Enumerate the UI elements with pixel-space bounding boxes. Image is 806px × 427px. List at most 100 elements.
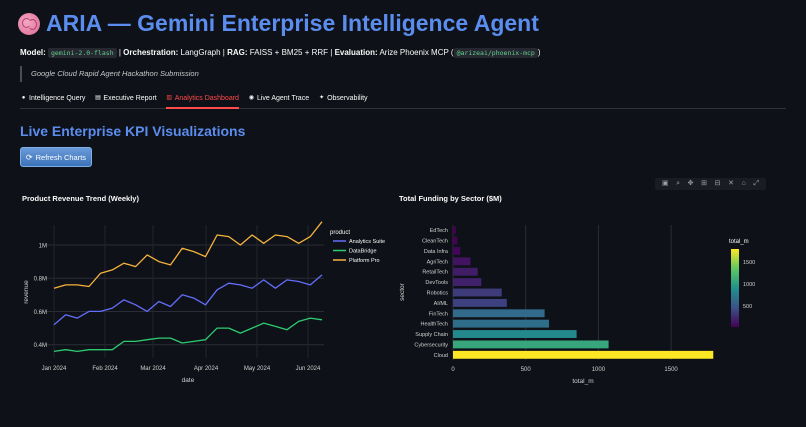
brain-icon — [18, 12, 40, 35]
series-line-platform-pro — [53, 221, 323, 289]
refresh-charts-button[interactable]: ⟳ Refresh Charts — [20, 147, 92, 167]
x-tick-label: Mar 2024 — [140, 366, 166, 372]
x-axis-title: total_m — [572, 378, 593, 385]
model-value: gemini-2.0-flash — [48, 48, 117, 58]
y-tick-label: 0.6M — [34, 310, 47, 316]
bar-chart-title: Total Funding by Sector ($M) — [399, 194, 502, 203]
chart-modebar: ▣ ⌕ ✥ ⊞ ⊟ ✕ ⌂ ⤢ — [655, 178, 766, 190]
refresh-button-label: Refresh Charts — [35, 152, 87, 162]
bar-data-infra — [453, 247, 461, 255]
bar-ai-ml — [453, 298, 507, 307]
series-line-analytics-suite — [53, 274, 323, 326]
model-info: Model: gemini-2.0-flash | Orchestration:… — [20, 48, 541, 58]
series-line-databridge — [53, 317, 323, 353]
category-label: Cloud — [434, 353, 448, 359]
document-icon: ▤ — [95, 95, 101, 101]
tab-label: Executive Report — [103, 95, 157, 102]
subtitle-quote: Google Cloud Rapid Agent Hackathon Submi… — [20, 66, 199, 82]
x-tick-label: Feb 2024 — [92, 366, 118, 372]
y-tick-label: 0.8M — [34, 277, 47, 283]
bar-edtech — [453, 226, 456, 235]
x-tick-label: Jun 2024 — [296, 366, 321, 372]
colorbar-tick-label: 500 — [743, 304, 752, 310]
category-label: Data Infra — [424, 249, 449, 255]
category-label: CleanTech — [422, 239, 448, 245]
legend-title: product — [330, 230, 350, 236]
x-tick-label: May 2024 — [244, 366, 271, 372]
y-axis-title: revenue — [23, 280, 30, 304]
rag-label: RAG: — [227, 48, 248, 57]
bar-cloud — [453, 350, 714, 359]
category-label: RetailTech — [422, 270, 448, 276]
tab-intelligence-query[interactable]: ● Intelligence Query — [20, 92, 86, 109]
y-tick-label: 0.4M — [34, 343, 47, 349]
category-label: HealthTech — [420, 322, 448, 328]
category-label: Supply Chain — [415, 332, 448, 338]
funding-bar-chart: Total Funding by Sector ($M) 0 500 1000 1500… — [399, 194, 755, 385]
tab-observability[interactable]: ✦ Observability — [318, 92, 367, 109]
bar-devtools — [453, 278, 482, 287]
orchestration-value: LangGraph — [180, 48, 221, 57]
tab-label: Intelligence Query — [29, 95, 86, 102]
category-label: AgriTech — [427, 259, 448, 265]
satellite-icon: ✦ — [319, 95, 325, 101]
robot-icon: ◉ — [248, 95, 255, 101]
colorbar — [731, 249, 739, 327]
evaluation-label: Evaluation: — [334, 48, 378, 57]
x-tick-label: Jan 2024 — [42, 366, 67, 372]
tab-live-agent-trace[interactable]: ◉ Live Agent Trace — [248, 92, 309, 109]
revenue-line-chart: Product Revenue Trend (Weekly) 0.4M 0.6M 0.… — [22, 194, 385, 384]
bar-healthtech — [453, 319, 549, 328]
legend-entry: Platform Pro — [349, 258, 380, 264]
bar-fintech — [453, 309, 545, 318]
bar-retailtech — [453, 267, 478, 276]
y-axis-title: sector — [399, 282, 406, 301]
legend-entry: DataBridge — [349, 249, 377, 255]
evaluation-close: ) — [537, 48, 541, 57]
refresh-icon: ⟳ — [25, 152, 33, 162]
x-tick-label: 1500 — [664, 367, 678, 373]
category-label: Cybersecurity — [414, 342, 448, 348]
category-label: DevTools — [425, 280, 448, 286]
zoom-icon[interactable]: ⌕ — [676, 180, 680, 187]
colorbar-tick-label: 1500 — [743, 260, 755, 266]
x-axis-title: date — [182, 377, 195, 384]
bar-cleantech — [453, 236, 458, 245]
chart-icon: ▥ — [166, 95, 173, 101]
model-label: Model: — [20, 48, 46, 57]
tab-bar: ● Intelligence Query ▤ Executive Report ▥ A… — [20, 92, 786, 109]
line-chart-title: Product Revenue Trend (Weekly) — [22, 194, 139, 203]
tab-label: Observability — [327, 95, 368, 102]
evaluation-value: Arize Phoenix MCP ( — [379, 48, 454, 57]
orchestration-label: Orchestration: — [123, 48, 179, 57]
x-tick-label: 500 — [521, 367, 532, 373]
bar-agritech — [453, 257, 471, 266]
rag-value: FAISS + BM25 + RRF — [249, 48, 329, 57]
bar-robotics — [453, 288, 502, 297]
pan-icon[interactable]: ✥ — [687, 180, 694, 187]
y-tick-label: 1M — [39, 243, 47, 249]
home-icon[interactable]: ⌂ — [741, 180, 746, 187]
tab-executive-report[interactable]: ▤ Executive Report — [94, 92, 157, 109]
autoscale-icon[interactable]: ✕ — [728, 180, 734, 187]
camera-icon[interactable]: ▣ — [661, 180, 669, 187]
category-label: AI/ML — [434, 301, 448, 307]
app-title-text: ARIA — Gemini Enterprise Intelligence Ag… — [46, 10, 539, 36]
zoom-out-icon[interactable]: ⊟ — [714, 180, 721, 187]
legend-entry: Analytics Suite — [349, 239, 385, 245]
app-title: ARIA — Gemini Enterprise Intelligence Ag… — [18, 10, 539, 37]
category-label: FinTech — [429, 311, 448, 317]
zoom-in-icon[interactable]: ⊞ — [701, 180, 707, 187]
colorbar-title: total_m — [729, 239, 749, 245]
x-tick-label: 1000 — [592, 367, 606, 373]
fullscreen-icon[interactable]: ⤢ — [753, 180, 760, 187]
category-label: Robotics — [427, 291, 449, 297]
tab-label: Analytics Dashboard — [174, 95, 239, 102]
tab-analytics-dashboard[interactable]: ▥ Analytics Dashboard — [165, 92, 239, 109]
evaluation-code: @arizeai/phoenix-mcp — [453, 48, 538, 58]
x-tick-label: 0 — [451, 367, 455, 373]
tab-label: Live Agent Trace — [256, 95, 310, 102]
x-tick-label: Apr 2024 — [194, 366, 219, 372]
brain-icon: ● — [21, 95, 26, 101]
